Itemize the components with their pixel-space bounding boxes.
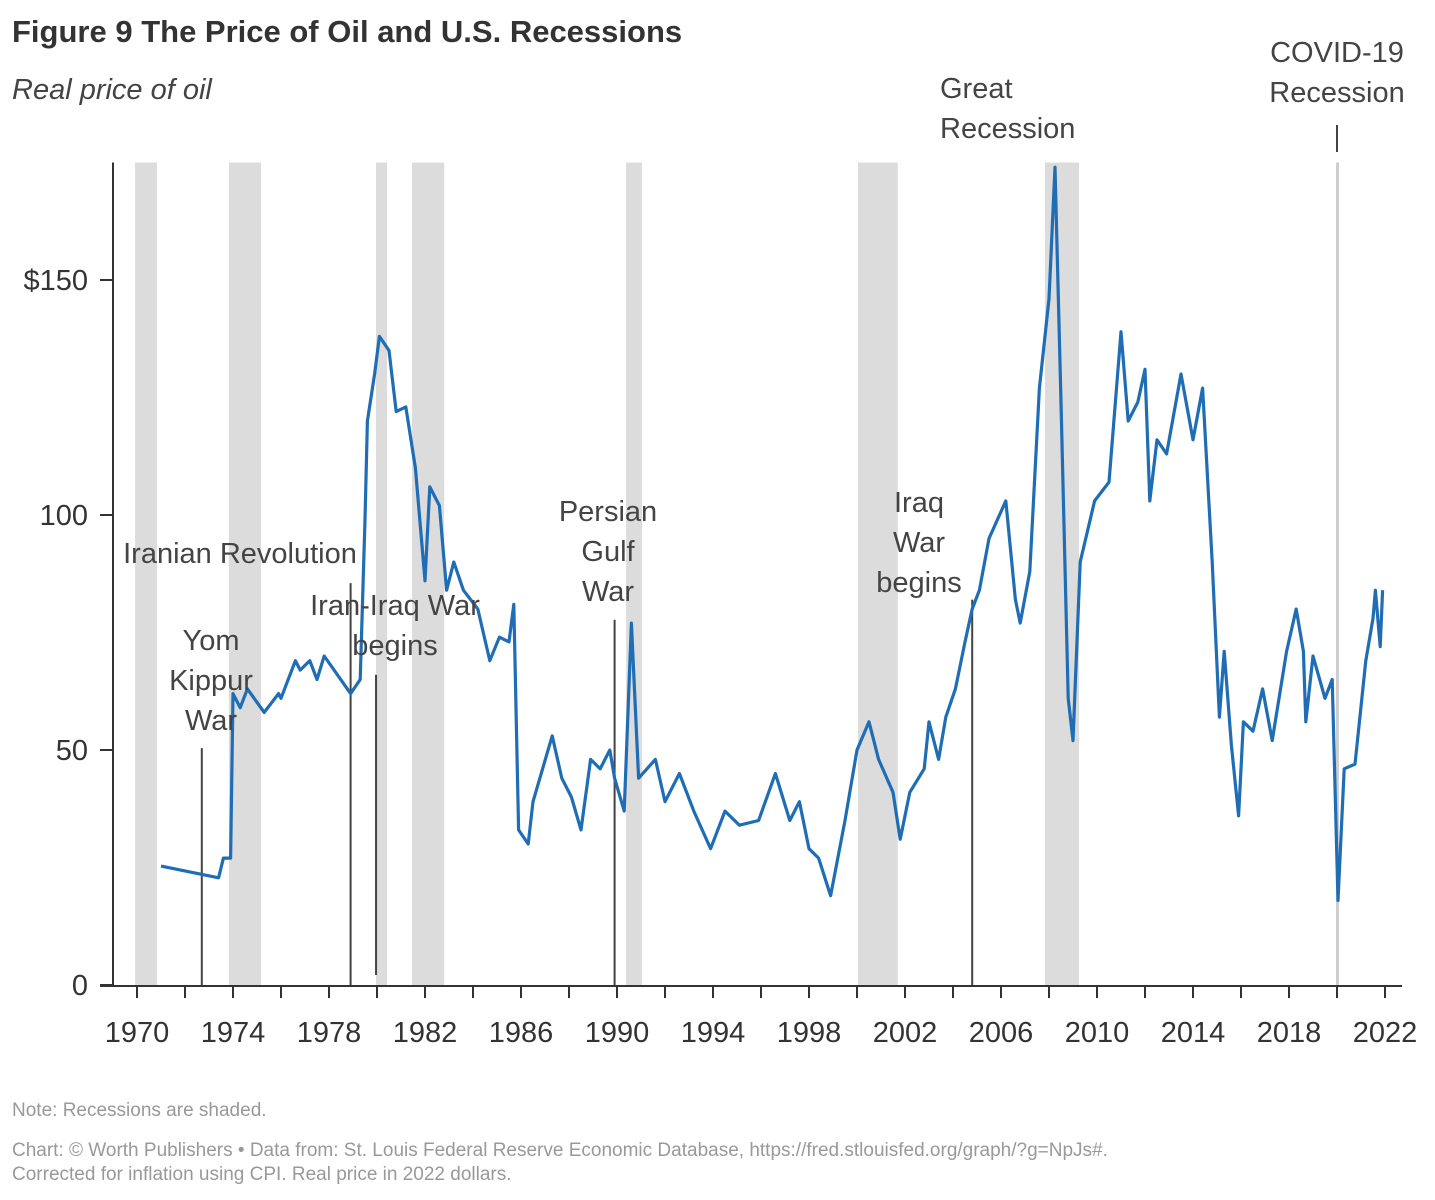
x-tick-label: 2002	[873, 1017, 938, 1049]
oil-price-line	[160, 165, 1385, 902]
recession-band	[228, 162, 262, 985]
annotation-label: COVID-19 Recession	[1269, 37, 1404, 109]
annotation-label: Persian Gulf War	[559, 496, 657, 608]
x-tick-label: 1978	[297, 1017, 362, 1049]
annotation-label: Iraq War begins	[876, 487, 961, 599]
x-tick-label: 1986	[489, 1017, 554, 1049]
annotation-label-line: War	[893, 527, 945, 559]
annotation-label-line: War	[185, 705, 237, 737]
x-tick-label: 1974	[201, 1017, 266, 1049]
annotation-label-line: Iran-Iraq War	[310, 590, 480, 622]
x-tick-label: 1990	[585, 1017, 650, 1049]
chart-subtitle: Real price of oil	[12, 74, 212, 106]
annotation-label-line: Recession	[940, 113, 1075, 145]
y-tick-label: 50	[56, 735, 88, 767]
chart-source-2: Corrected for inflation using CPI. Real …	[12, 1164, 512, 1185]
x-tick-label: 2010	[1065, 1017, 1130, 1049]
annotation-label: Iranian Revolution	[123, 538, 357, 570]
annotation-label-line: begins	[352, 630, 437, 662]
annotation-label-line: Recession	[1269, 77, 1404, 109]
annotation-label-line: War	[582, 576, 634, 608]
annotation-label-line: Iraq	[894, 487, 944, 519]
chart-title: Figure 9 The Price of Oil and U.S. Reces…	[12, 14, 683, 49]
recession-bands	[135, 162, 1339, 985]
recession-band	[376, 162, 388, 985]
x-tick-label: 1982	[393, 1017, 458, 1049]
annotation-label: Iran-Iraq War begins	[310, 590, 480, 662]
x-tick-label: 2022	[1353, 1017, 1418, 1049]
oil-price-chart: 0 50 100 $150 1970 1974 1978 1982 1986 1990 1994 19…	[23, 37, 1418, 1049]
recession-band	[1044, 162, 1079, 985]
annotation-label-line: Great	[940, 73, 1013, 105]
annotation-label: Yom Kippur War	[169, 625, 253, 737]
y-tick-label: 0	[72, 970, 88, 1002]
x-tick-label: 1998	[777, 1017, 842, 1049]
chart-note: Note: Recessions are shaded.	[12, 1100, 267, 1121]
y-tick-label: $150	[23, 265, 88, 297]
x-tick-label: 1970	[105, 1017, 170, 1049]
y-tick-label: 100	[40, 500, 88, 532]
x-tick-label: 2006	[969, 1017, 1034, 1049]
recession-band	[1336, 162, 1339, 985]
recession-band	[135, 162, 157, 985]
annotation-labels: Iranian Revolution Yom Kippur War Iran-Iraq …	[123, 37, 1405, 737]
annotation-label-line: Yom	[183, 625, 240, 657]
series	[160, 165, 1385, 902]
x-tick-label: 2014	[1161, 1017, 1226, 1049]
recession-band	[857, 162, 898, 985]
annotation-label-line: Gulf	[581, 536, 635, 568]
annotation-label-line: Kippur	[169, 665, 253, 697]
annotation-label: Great Recession	[940, 73, 1075, 145]
chart-source: Chart: © Worth Publishers • Data from: S…	[12, 1140, 1108, 1161]
x-tick-label: 2018	[1257, 1017, 1322, 1049]
annotation-label-line: COVID-19	[1270, 37, 1404, 69]
event-annotations	[200, 125, 1338, 985]
axes: 0 50 100 $150 1970 1974 1978 1982 1986 1990 1994 19…	[23, 162, 1418, 1049]
recession-band	[412, 162, 445, 985]
annotation-label-line: begins	[876, 567, 961, 599]
x-tick-label: 1994	[681, 1017, 746, 1049]
annotation-label-line: Persian	[559, 496, 657, 528]
recession-band	[626, 162, 642, 985]
annotation-label-line: Iranian Revolution	[123, 538, 357, 570]
